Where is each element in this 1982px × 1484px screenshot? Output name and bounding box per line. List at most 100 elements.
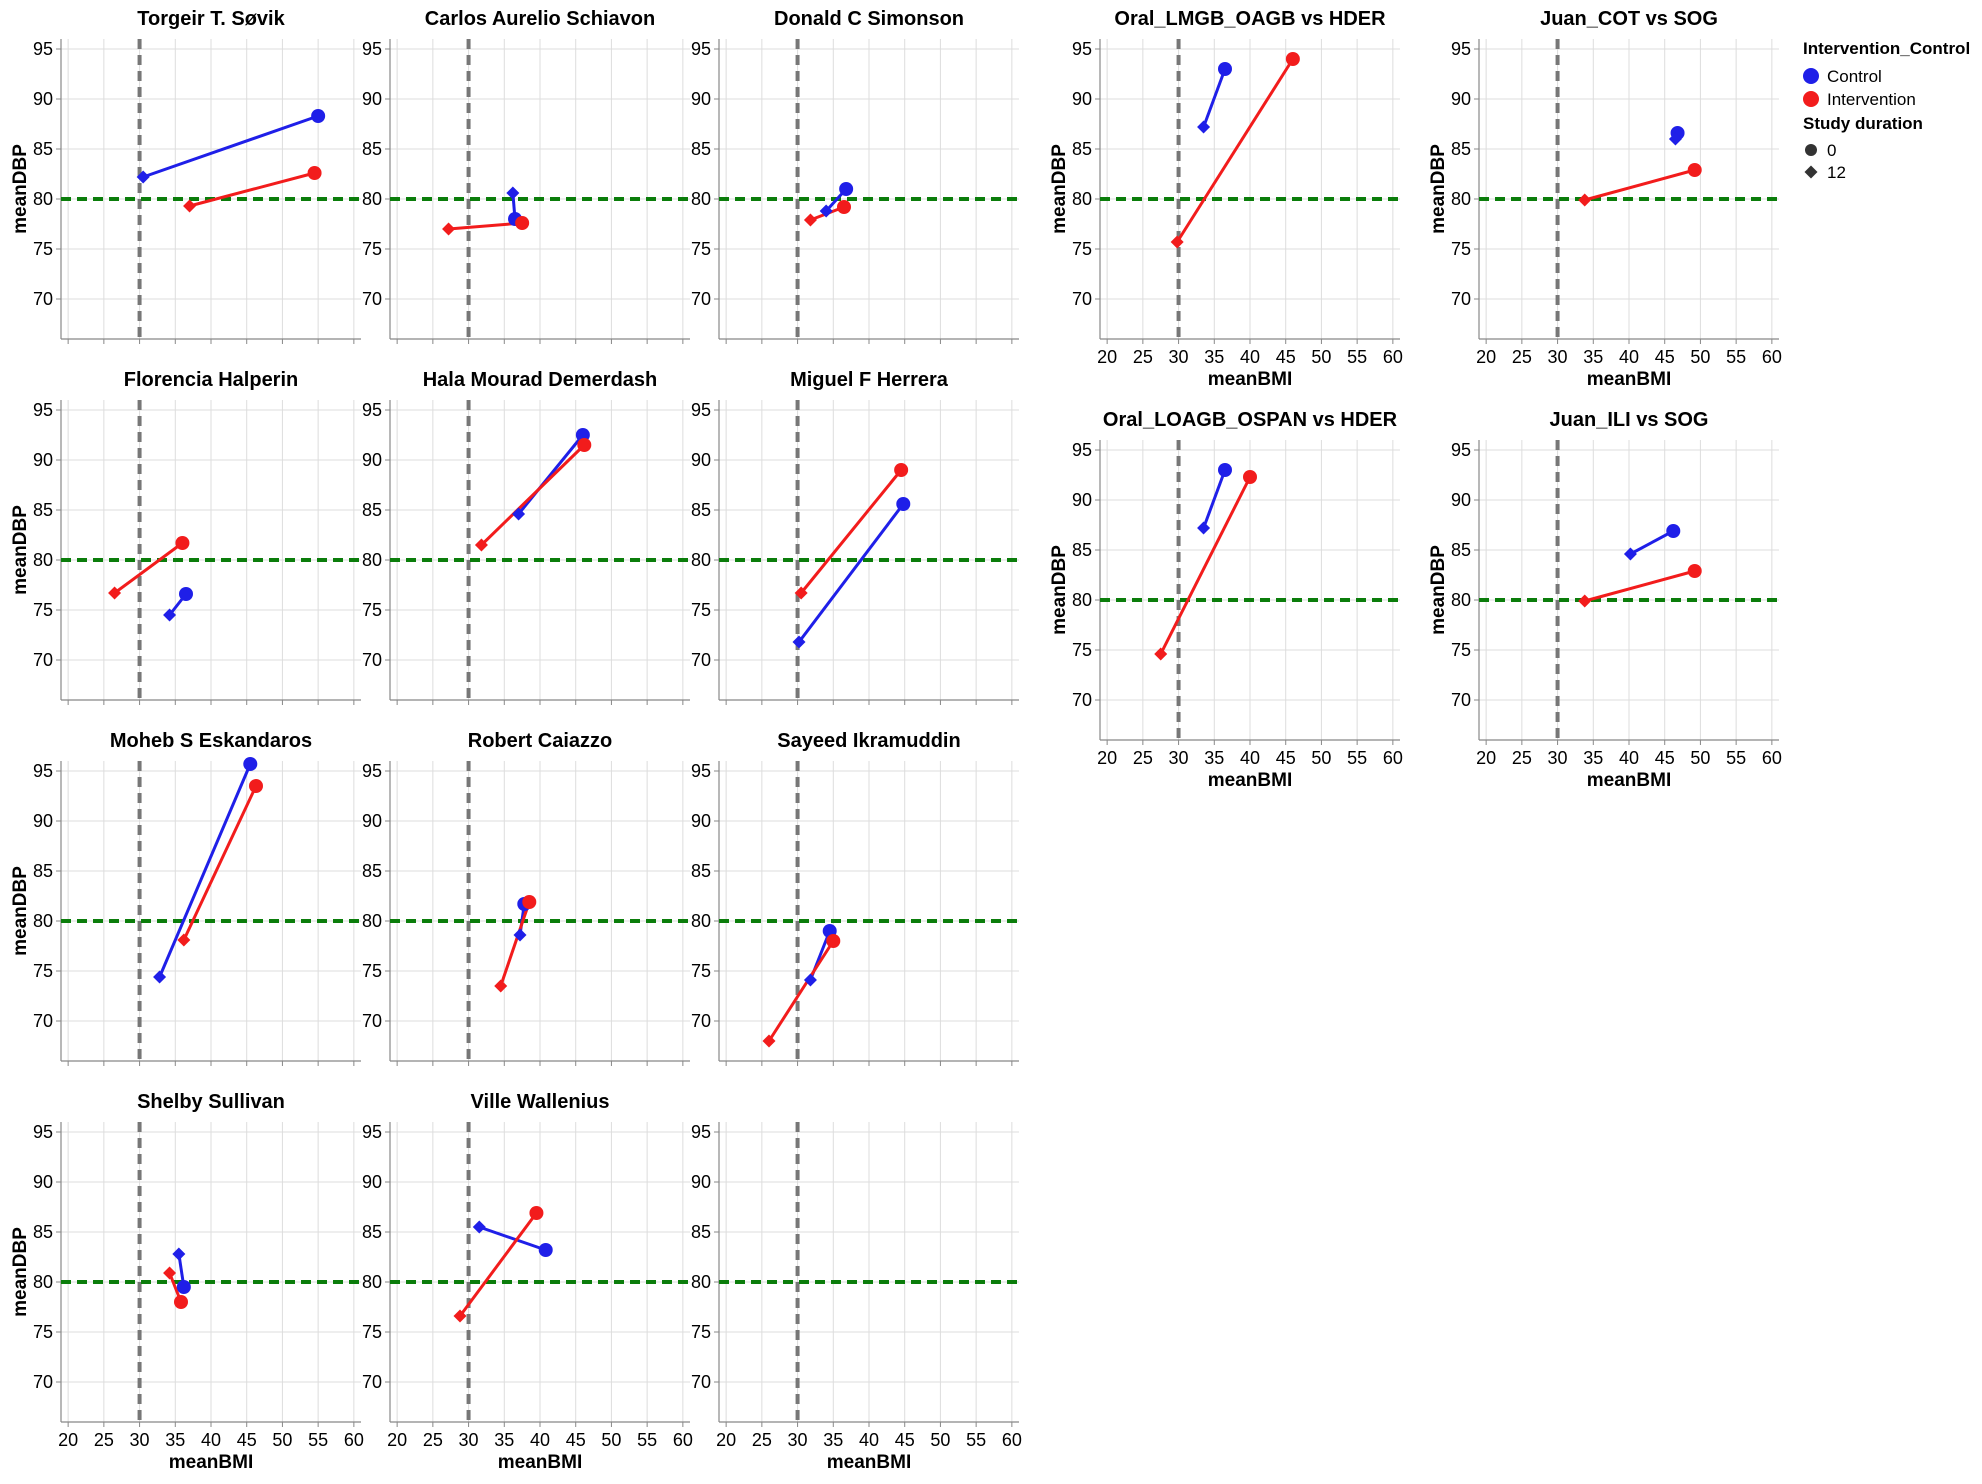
y-tick-label: 95 <box>362 39 382 59</box>
y-tick-label: 75 <box>362 239 382 259</box>
x-tick-label: 45 <box>1276 748 1296 768</box>
y-tick-label: 80 <box>691 550 711 570</box>
panel-title: Sayeed Ikramuddin <box>777 730 960 752</box>
data-point-control-week-12 <box>1668 132 1682 146</box>
x-tick-label: 40 <box>1619 748 1639 768</box>
series-line-intervention <box>448 221 523 231</box>
y-tick-label: 80 <box>362 189 382 209</box>
y-tick-label: 85 <box>691 139 711 159</box>
y-tick-label: 85 <box>1451 139 1471 159</box>
series-line-intervention <box>767 940 835 1042</box>
x-axis-title: meanBMI <box>169 1452 253 1473</box>
data-point-intervention-week-0 <box>894 463 909 477</box>
legend: Intervention_Control Control Intervention S… <box>1803 39 1970 182</box>
x-tick-label: 55 <box>1726 347 1746 367</box>
facet-panel: Florencia Halperin 70 75 80 85 90 95 meanDBP <box>10 369 361 705</box>
x-tick-label: 40 <box>1240 748 1260 768</box>
y-axis-title: meanDBP <box>1049 144 1070 234</box>
data-point-intervention-week-0 <box>1285 52 1300 66</box>
data-point-control-week-12 <box>792 635 806 649</box>
x-tick-label: 60 <box>673 1430 693 1450</box>
y-tick-label: 85 <box>691 500 711 520</box>
data-point-control-week-0 <box>243 757 258 771</box>
data-point-intervention-week-0 <box>515 216 530 230</box>
y-tick-label: 95 <box>33 761 53 781</box>
x-tick-label: 45 <box>237 1430 257 1450</box>
x-tick-label: 20 <box>1097 347 1117 367</box>
x-tick-label: 40 <box>1619 347 1639 367</box>
data-point-control-week-12 <box>819 204 833 218</box>
y-tick-label: 95 <box>33 1122 53 1142</box>
facet-panel: Juan_COT vs SOG 70 75 80 85 90 95 20 25 30 35 40 45 5… <box>1428 8 1782 390</box>
x-tick-label: 50 <box>1311 748 1331 768</box>
panel-title: Moheb S Eskandaros <box>110 730 312 752</box>
y-tick-label: 75 <box>1451 239 1471 259</box>
facet-panel: Moheb S Eskandaros 70 75 80 85 90 95 meanDBP <box>10 730 361 1066</box>
series-line-intervention <box>1584 168 1696 202</box>
x-tick-label: 60 <box>1762 347 1782 367</box>
y-tick-label: 80 <box>362 911 382 931</box>
y-tick-label: 95 <box>1451 39 1471 59</box>
y-tick-label: 75 <box>362 600 382 620</box>
data-point-control-week-0 <box>896 497 911 511</box>
facet-panel: Juan_ILI vs SOG 70 75 80 85 90 95 20 25 30 35 40 45 5… <box>1428 409 1782 791</box>
x-tick-label: 60 <box>1762 748 1782 768</box>
facet-panel: Oral_LOAGB_OSPAN vs HDER 70 75 80 85 90 95 20 25… <box>1049 409 1403 791</box>
data-point-control-week-12 <box>1623 547 1637 561</box>
series-line-intervention <box>1584 569 1696 603</box>
y-tick-label: 90 <box>33 1172 53 1192</box>
y-tick-label: 80 <box>362 1272 382 1292</box>
data-point-intervention-week-12 <box>442 222 456 236</box>
y-tick-label: 85 <box>33 1222 53 1242</box>
y-tick-label: 80 <box>362 550 382 570</box>
y-tick-label: 95 <box>33 400 53 420</box>
legend-label-intervention: Intervention <box>1827 90 1916 109</box>
x-axis-title: meanBMI <box>827 1452 911 1473</box>
y-tick-label: 95 <box>1072 39 1092 59</box>
y-tick-label: 85 <box>362 500 382 520</box>
y-tick-label: 95 <box>691 400 711 420</box>
legend-shape-circle-icon <box>1805 144 1817 156</box>
data-point-control-week-0 <box>311 109 326 123</box>
x-tick-label: 60 <box>344 1430 364 1450</box>
y-tick-label: 70 <box>691 1372 711 1392</box>
panel-title: Oral_LOAGB_OSPAN vs HDER <box>1103 409 1398 431</box>
y-tick-label: 85 <box>33 500 53 520</box>
y-tick-label: 80 <box>691 911 711 931</box>
legend-shape-label: 12 <box>1827 163 1846 182</box>
data-point-control-week-0 <box>179 587 193 601</box>
series-line-intervention <box>1175 58 1295 243</box>
y-tick-label: 80 <box>33 189 53 209</box>
y-tick-label: 75 <box>691 600 711 620</box>
y-tick-label: 75 <box>362 1322 382 1342</box>
x-tick-label: 20 <box>1476 347 1496 367</box>
y-tick-label: 80 <box>33 550 53 570</box>
data-point-intervention-week-0 <box>307 166 322 180</box>
data-point-control-week-12 <box>1197 521 1211 535</box>
x-tick-label: 50 <box>1690 347 1710 367</box>
data-point-intervention-week-12 <box>762 1034 776 1048</box>
y-tick-label: 90 <box>33 450 53 470</box>
data-point-intervention-week-12 <box>474 538 488 552</box>
data-point-control-week-12 <box>513 928 527 942</box>
x-tick-label: 25 <box>423 1430 443 1450</box>
data-point-intervention-week-12 <box>803 213 817 227</box>
series-line-intervention <box>499 901 531 987</box>
data-point-control-week-12 <box>512 507 526 521</box>
facet-panel: Robert Caiazzo 70 75 80 85 90 95 <box>362 730 690 1066</box>
y-axis-title: meanDBP <box>10 866 31 956</box>
y-tick-label: 70 <box>1451 690 1471 710</box>
data-point-intervention-week-12 <box>1578 594 1592 608</box>
y-tick-label: 85 <box>691 1222 711 1242</box>
y-tick-label: 75 <box>362 961 382 981</box>
facet-panel: Ville Wallenius 70 75 80 85 90 95 20 25 30 35 40 45 5… <box>362 1091 693 1473</box>
y-axis-title: meanDBP <box>10 144 31 234</box>
x-tick-label: 60 <box>1002 1430 1022 1450</box>
x-tick-label: 55 <box>637 1430 657 1450</box>
y-tick-label: 75 <box>691 239 711 259</box>
y-tick-label: 90 <box>1072 490 1092 510</box>
x-tick-label: 30 <box>1169 347 1189 367</box>
y-tick-label: 90 <box>362 1172 382 1192</box>
